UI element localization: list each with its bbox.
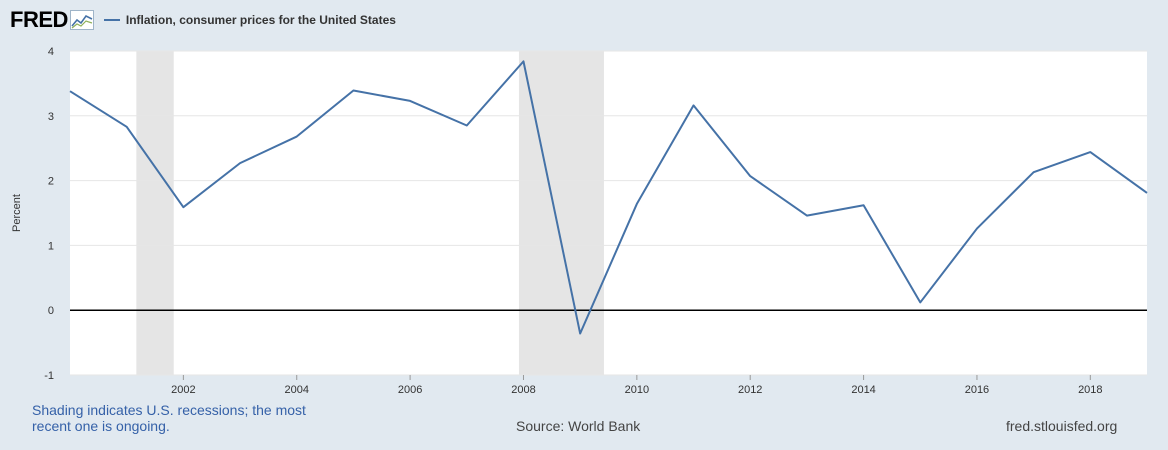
x-tick-label: 2006 xyxy=(398,384,422,396)
recession-note: Shading indicates U.S. recessions; the m… xyxy=(32,402,306,434)
fred-logo-text: FRED xyxy=(10,7,68,32)
x-tick-label: 2012 xyxy=(738,384,762,396)
line-chart: -1 0 1 2 3 4 2002 2004 2006 2008 2010 2012 2014 2016… xyxy=(11,46,1148,396)
y-tick-label: 2 xyxy=(48,176,54,188)
fred-logo[interactable]: FRED xyxy=(10,7,94,33)
x-axis-ticks: 2002 2004 2006 2008 2010 2012 2014 2016 2018 xyxy=(171,375,1103,396)
x-tick-label: 2008 xyxy=(511,384,535,396)
x-tick-label: 2016 xyxy=(965,384,989,396)
y-axis-ticks: -1 0 1 2 3 4 xyxy=(44,46,54,382)
x-tick-label: 2018 xyxy=(1078,384,1102,396)
line-graph-icon xyxy=(69,10,94,30)
y-tick-label: 3 xyxy=(48,111,54,123)
x-tick-label: 2010 xyxy=(625,384,649,396)
chart-legend: Inflation, consumer prices for the Unite… xyxy=(103,13,396,27)
legend-swatch xyxy=(103,19,120,21)
x-tick-label: 2014 xyxy=(851,384,875,396)
y-tick-label: -1 xyxy=(44,370,54,382)
y-tick-label: 0 xyxy=(48,305,54,317)
source-label: Source: World Bank xyxy=(516,418,641,434)
site-link[interactable]: fred.stlouisfed.org xyxy=(1006,418,1118,434)
series-line xyxy=(69,60,1148,335)
series-layer xyxy=(69,60,1148,335)
legend-label: Inflation, consumer prices for the Unite… xyxy=(125,13,396,27)
x-tick-label: 2004 xyxy=(284,384,308,396)
y-tick-label: 4 xyxy=(48,46,54,58)
recession-band xyxy=(136,51,174,375)
y-tick-label: 1 xyxy=(48,240,54,252)
grid-lines xyxy=(70,50,1147,376)
plot-area xyxy=(70,51,1147,375)
y-axis-label: Percent xyxy=(11,194,23,232)
x-tick-label: 2002 xyxy=(171,384,195,396)
chart-header: FRED Inflation, consumer prices for the … xyxy=(10,6,396,34)
